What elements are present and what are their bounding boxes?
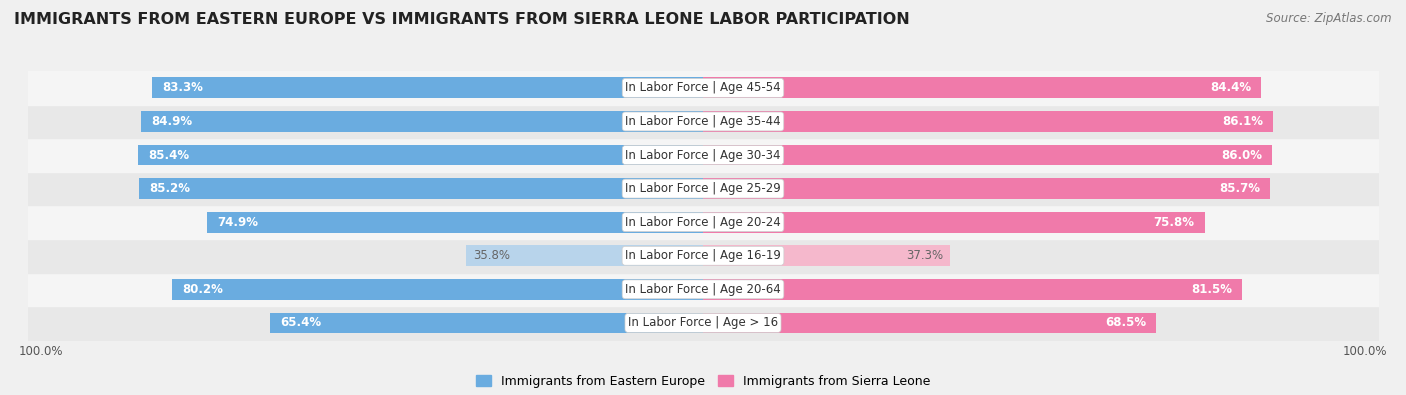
Text: 68.5%: 68.5% <box>1105 316 1146 329</box>
Bar <box>173 279 703 300</box>
Text: In Labor Force | Age 30-34: In Labor Force | Age 30-34 <box>626 149 780 162</box>
Text: 37.3%: 37.3% <box>905 249 943 262</box>
Text: In Labor Force | Age 25-29: In Labor Force | Age 25-29 <box>626 182 780 195</box>
Text: In Labor Force | Age 35-44: In Labor Force | Age 35-44 <box>626 115 780 128</box>
Text: 84.9%: 84.9% <box>152 115 193 128</box>
Text: 75.8%: 75.8% <box>1153 216 1195 229</box>
Text: 81.5%: 81.5% <box>1191 283 1232 296</box>
Bar <box>270 312 703 333</box>
Bar <box>152 77 703 98</box>
Text: In Labor Force | Age > 16: In Labor Force | Age > 16 <box>628 316 778 329</box>
Text: 80.2%: 80.2% <box>183 283 224 296</box>
Text: 83.3%: 83.3% <box>162 81 202 94</box>
Bar <box>703 178 1270 199</box>
Bar <box>703 279 1243 300</box>
Text: 85.4%: 85.4% <box>148 149 188 162</box>
Text: 86.1%: 86.1% <box>1222 115 1263 128</box>
Text: 84.4%: 84.4% <box>1211 81 1251 94</box>
Text: 35.8%: 35.8% <box>472 249 510 262</box>
Bar <box>703 111 1272 132</box>
Text: In Labor Force | Age 45-54: In Labor Force | Age 45-54 <box>626 81 780 94</box>
Bar <box>703 312 1156 333</box>
Bar <box>467 245 703 266</box>
Bar <box>141 111 703 132</box>
Text: 65.4%: 65.4% <box>280 316 322 329</box>
Bar <box>703 245 950 266</box>
Bar <box>139 178 703 199</box>
Bar <box>703 212 1205 233</box>
Text: In Labor Force | Age 16-19: In Labor Force | Age 16-19 <box>626 249 780 262</box>
Bar <box>208 212 703 233</box>
Text: 85.7%: 85.7% <box>1219 182 1260 195</box>
Bar <box>138 145 703 166</box>
Text: IMMIGRANTS FROM EASTERN EUROPE VS IMMIGRANTS FROM SIERRA LEONE LABOR PARTICIPATI: IMMIGRANTS FROM EASTERN EUROPE VS IMMIGR… <box>14 12 910 27</box>
Text: 85.2%: 85.2% <box>149 182 190 195</box>
Text: In Labor Force | Age 20-24: In Labor Force | Age 20-24 <box>626 216 780 229</box>
Bar <box>703 145 1272 166</box>
Text: Source: ZipAtlas.com: Source: ZipAtlas.com <box>1267 12 1392 25</box>
Legend: Immigrants from Eastern Europe, Immigrants from Sierra Leone: Immigrants from Eastern Europe, Immigran… <box>471 370 935 393</box>
Bar <box>703 77 1261 98</box>
Text: In Labor Force | Age 20-64: In Labor Force | Age 20-64 <box>626 283 780 296</box>
Text: 86.0%: 86.0% <box>1220 149 1263 162</box>
Text: 74.9%: 74.9% <box>218 216 259 229</box>
